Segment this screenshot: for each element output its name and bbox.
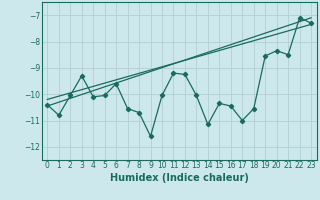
X-axis label: Humidex (Indice chaleur): Humidex (Indice chaleur) bbox=[110, 173, 249, 183]
